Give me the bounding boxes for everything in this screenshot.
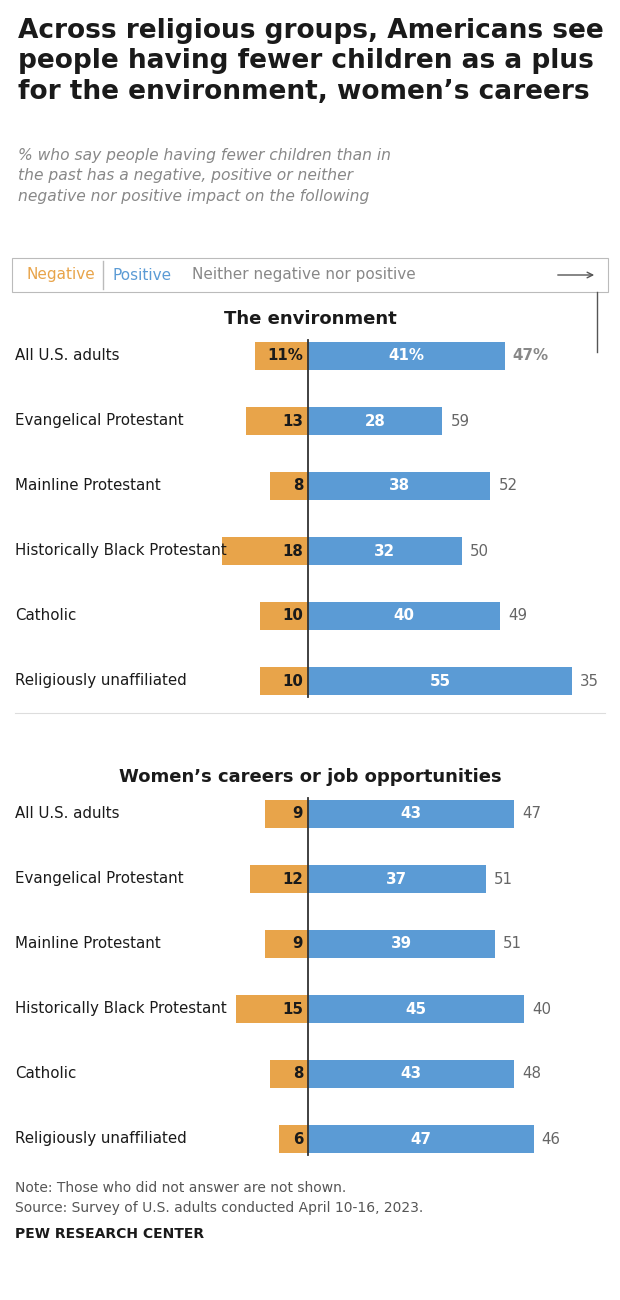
Text: 38: 38	[389, 478, 410, 494]
Text: 8: 8	[293, 478, 303, 494]
Bar	[221, 537, 308, 566]
Bar	[308, 667, 572, 696]
Bar	[308, 994, 524, 1023]
Bar	[308, 1060, 515, 1088]
Text: Women’s careers or job opportunities: Women’s careers or job opportunities	[118, 768, 502, 786]
Text: 6: 6	[293, 1131, 303, 1147]
Text: 55: 55	[430, 673, 451, 689]
Text: Historically Black Protestant: Historically Black Protestant	[15, 543, 227, 559]
Text: 9: 9	[293, 936, 303, 952]
Text: Evangelical Protestant: Evangelical Protestant	[15, 871, 184, 887]
Text: % who say people having fewer children than in
the past has a negative, positive: % who say people having fewer children t…	[18, 148, 391, 204]
Text: Evangelical Protestant: Evangelical Protestant	[15, 413, 184, 429]
Text: 9: 9	[293, 806, 303, 822]
Text: All U.S. adults: All U.S. adults	[15, 348, 120, 364]
Text: 49: 49	[508, 608, 527, 624]
Bar	[308, 864, 485, 893]
Text: 46: 46	[542, 1131, 560, 1147]
Bar	[308, 800, 515, 828]
Text: PEW RESEARCH CENTER: PEW RESEARCH CENTER	[15, 1227, 204, 1242]
Text: 47: 47	[523, 806, 541, 822]
Text: Across religious groups, Americans see
people having fewer children as a plus
fo: Across religious groups, Americans see p…	[18, 18, 604, 105]
Bar	[308, 407, 443, 436]
Bar	[260, 602, 308, 630]
Bar	[308, 930, 495, 958]
Bar	[270, 472, 308, 500]
Text: Neither negative nor positive: Neither negative nor positive	[192, 268, 416, 282]
Text: Historically Black Protestant: Historically Black Protestant	[15, 1001, 227, 1017]
Text: Religiously unaffiliated: Religiously unaffiliated	[15, 673, 187, 689]
Bar	[265, 800, 308, 828]
Text: 40: 40	[532, 1001, 551, 1017]
Bar	[308, 342, 505, 370]
Text: 45: 45	[405, 1001, 427, 1017]
Text: All U.S. adults: All U.S. adults	[15, 806, 120, 822]
Bar	[260, 667, 308, 696]
Text: 47: 47	[410, 1131, 432, 1147]
Text: 48: 48	[523, 1066, 541, 1082]
Text: 50: 50	[469, 543, 489, 559]
Text: 13: 13	[282, 413, 303, 429]
Text: 52: 52	[498, 478, 518, 494]
Text: Negative: Negative	[26, 268, 95, 282]
Text: Religiously unaffiliated: Religiously unaffiliated	[15, 1131, 187, 1147]
Bar	[250, 864, 308, 893]
Text: 28: 28	[365, 413, 386, 429]
Text: 18: 18	[282, 543, 303, 559]
Text: Positive: Positive	[112, 268, 171, 282]
Text: 41%: 41%	[388, 348, 425, 364]
Text: 12: 12	[282, 871, 303, 887]
Bar	[308, 537, 462, 566]
Bar	[236, 994, 308, 1023]
Bar	[246, 407, 308, 436]
Text: 40: 40	[394, 608, 415, 624]
Text: 43: 43	[401, 806, 422, 822]
Bar	[265, 930, 308, 958]
Text: 47%: 47%	[513, 348, 549, 364]
Bar	[308, 472, 490, 500]
Text: 59: 59	[450, 413, 469, 429]
Bar	[279, 1124, 308, 1153]
Bar	[270, 1060, 308, 1088]
Text: 51: 51	[494, 871, 513, 887]
Text: 10: 10	[282, 673, 303, 689]
Text: 11%: 11%	[267, 348, 303, 364]
FancyBboxPatch shape	[12, 257, 608, 292]
Text: 32: 32	[374, 543, 396, 559]
Bar	[255, 342, 308, 370]
Text: 39: 39	[391, 936, 412, 952]
Text: 10: 10	[282, 608, 303, 624]
Text: 37: 37	[386, 871, 407, 887]
Text: The environment: The environment	[224, 309, 396, 328]
Text: Mainline Protestant: Mainline Protestant	[15, 478, 161, 494]
Text: Catholic: Catholic	[15, 608, 76, 624]
Text: Catholic: Catholic	[15, 1066, 76, 1082]
Text: 43: 43	[401, 1066, 422, 1082]
Text: Mainline Protestant: Mainline Protestant	[15, 936, 161, 952]
Text: 8: 8	[293, 1066, 303, 1082]
Text: Note: Those who did not answer are not shown.
Source: Survey of U.S. adults cond: Note: Those who did not answer are not s…	[15, 1180, 423, 1216]
Bar	[308, 1124, 534, 1153]
Text: 35: 35	[580, 673, 599, 689]
Bar	[308, 602, 500, 630]
Text: 51: 51	[503, 936, 522, 952]
Text: 15: 15	[282, 1001, 303, 1017]
